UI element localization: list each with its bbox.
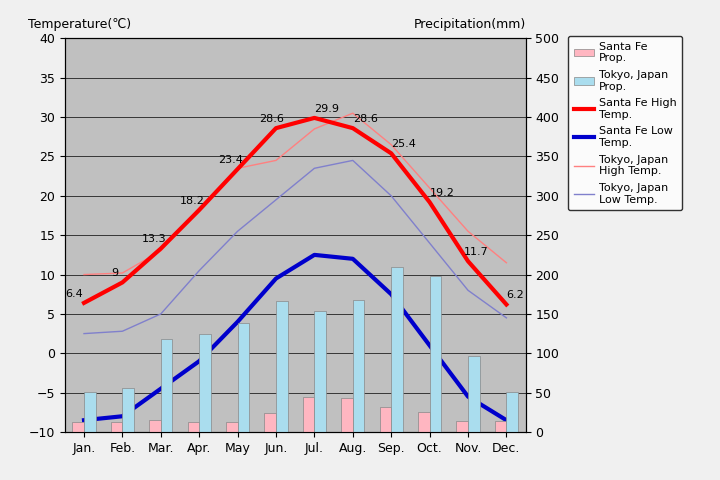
Bar	[456, 421, 468, 432]
Bar	[111, 422, 122, 432]
Bar	[84, 392, 96, 432]
Text: 6.2: 6.2	[506, 290, 524, 300]
Bar	[238, 324, 249, 432]
Text: 25.4: 25.4	[391, 139, 416, 149]
Bar	[418, 411, 430, 432]
Legend: Santa Fe
Prop., Tokyo, Japan
Prop., Santa Fe High
Temp., Santa Fe Low
Temp., Tok: Santa Fe Prop., Tokyo, Japan Prop., Sant…	[568, 36, 683, 210]
Bar	[468, 356, 480, 432]
Bar	[161, 339, 172, 432]
Bar	[495, 421, 506, 432]
Bar	[199, 334, 211, 432]
Text: 28.6: 28.6	[353, 114, 378, 124]
Bar	[226, 422, 238, 432]
Bar	[188, 422, 199, 432]
Bar	[303, 396, 315, 432]
Bar	[122, 388, 134, 432]
Text: 28.6: 28.6	[258, 114, 284, 124]
Bar	[391, 267, 402, 432]
Text: 19.2: 19.2	[430, 188, 454, 198]
Text: Precipitation(mm): Precipitation(mm)	[413, 18, 526, 31]
Bar	[149, 420, 161, 432]
Text: Temperature(℃): Temperature(℃)	[28, 18, 131, 31]
Text: 11.7: 11.7	[464, 247, 489, 257]
Bar	[506, 392, 518, 432]
Text: 13.3: 13.3	[142, 234, 166, 244]
Text: 9: 9	[111, 268, 118, 278]
Bar	[430, 276, 441, 432]
Text: 29.9: 29.9	[315, 104, 339, 114]
Bar	[73, 422, 84, 432]
Bar	[341, 398, 353, 432]
Text: 23.4: 23.4	[218, 155, 243, 165]
Bar	[276, 300, 287, 432]
Bar	[264, 413, 276, 432]
Text: 6.4: 6.4	[65, 288, 83, 299]
Bar	[353, 300, 364, 432]
Bar	[315, 311, 326, 432]
Text: 18.2: 18.2	[180, 196, 205, 206]
Bar	[379, 407, 391, 432]
